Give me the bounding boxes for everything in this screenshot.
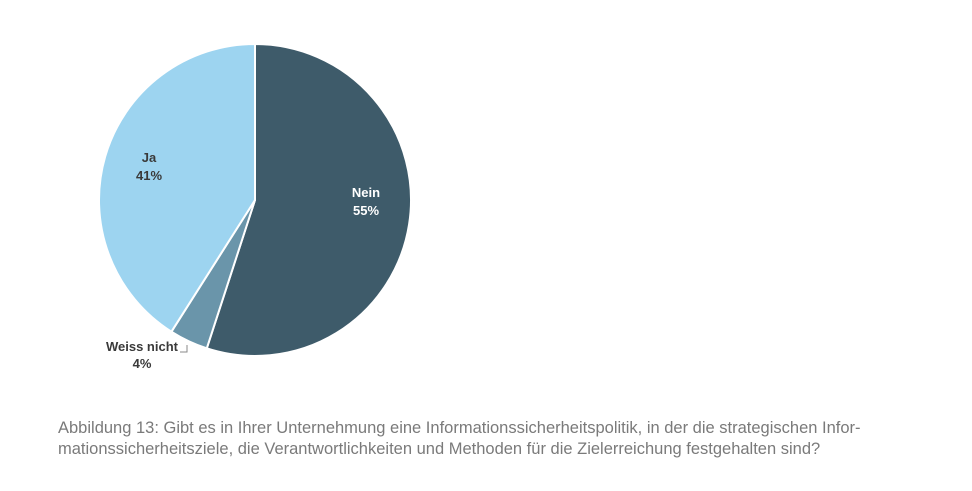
caption-line-2: mationssicherheitsziele, die Verantwortl… bbox=[58, 440, 821, 458]
figure-caption: Abbildung 13: Gibt es in Ihrer Unternehm… bbox=[58, 418, 958, 460]
slice-value-weiss-nicht: 4% bbox=[133, 356, 152, 371]
slice-label-ja: Ja bbox=[142, 150, 157, 165]
slice-label-weiss-nicht: Weiss nicht bbox=[106, 339, 179, 354]
caption-line-1: Abbildung 13: Gibt es in Ihrer Unternehm… bbox=[58, 419, 861, 437]
pie-slice-ja bbox=[98, 42, 256, 334]
leader-line-weiss-nicht bbox=[180, 345, 188, 353]
slice-labels: Nein 55% Ja 41% Weiss nicht 4% bbox=[106, 150, 380, 371]
pie-slices bbox=[98, 42, 412, 357]
slice-value-nein: 55% bbox=[353, 203, 379, 218]
slice-value-ja: 41% bbox=[136, 168, 162, 183]
pie-slice-nein bbox=[205, 42, 412, 357]
slice-label-nein: Nein bbox=[352, 185, 380, 200]
